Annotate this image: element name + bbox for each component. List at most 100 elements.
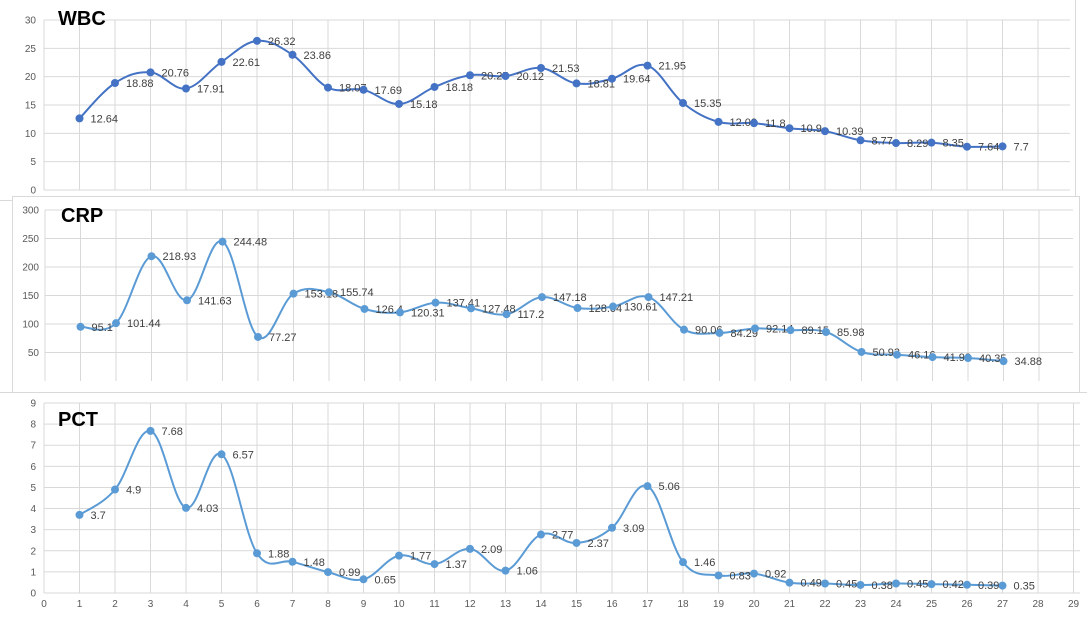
wbc-data-point bbox=[288, 50, 297, 59]
pct-data-label: 0.38 bbox=[872, 580, 893, 592]
crp-data-label: 50.93 bbox=[873, 347, 901, 359]
wbc-y-tick-label: 5 bbox=[30, 157, 36, 168]
pct-data-point bbox=[253, 549, 261, 558]
crp-data-label: 137.41 bbox=[447, 298, 481, 310]
crp-data-label: 41.98 bbox=[944, 352, 972, 364]
pct-data-point bbox=[182, 503, 190, 512]
crp-y-tick-label: 50 bbox=[28, 348, 40, 359]
pct-data-label: 7.68 bbox=[162, 426, 183, 438]
pct-data-label: 1.06 bbox=[517, 566, 538, 578]
wbc-data-point bbox=[998, 142, 1007, 151]
pct-data-label: 4.03 bbox=[197, 503, 218, 515]
wbc-data-label: 19.64 bbox=[623, 74, 651, 86]
pct-x-tick-label: 25 bbox=[926, 599, 938, 610]
pct-data-point bbox=[892, 579, 900, 588]
crp-data-label: 130.61 bbox=[624, 302, 658, 314]
pct-data-point bbox=[821, 579, 829, 588]
pct-x-tick-label: 16 bbox=[606, 599, 618, 610]
wbc-data-point bbox=[111, 79, 119, 88]
pct-data-point bbox=[111, 485, 119, 494]
wbc-data-label: 17.91 bbox=[197, 84, 225, 96]
pct-data-point bbox=[217, 450, 226, 459]
wbc-gridlines bbox=[43, 19, 1070, 191]
wbc-data-label: 26.32 bbox=[268, 36, 296, 48]
wbc-data-point bbox=[821, 127, 829, 136]
pct-data-point bbox=[785, 578, 794, 587]
pct-x-tick-label: 22 bbox=[819, 599, 831, 610]
pct-data-point bbox=[750, 569, 758, 578]
crp-data-point bbox=[289, 289, 298, 298]
pct-data-point bbox=[572, 538, 581, 547]
wbc-y-tick-label: 15 bbox=[25, 101, 37, 112]
pct-x-tick-label: 7 bbox=[290, 599, 296, 610]
crp-data-label: 77.27 bbox=[269, 332, 297, 344]
wbc-data-label: 20.12 bbox=[517, 71, 545, 83]
pct-x-tick-label: 13 bbox=[500, 599, 512, 610]
pct-data-label: 0.45 bbox=[907, 579, 928, 591]
pct-x-tick-label: 9 bbox=[361, 599, 367, 610]
pct-data-label: 1.48 bbox=[304, 557, 325, 569]
crp-data-label: 147.21 bbox=[660, 292, 694, 304]
pct-data-point bbox=[146, 426, 155, 435]
pct-data-point bbox=[998, 581, 1007, 590]
pct-x-tick-label: 15 bbox=[571, 599, 583, 610]
pct-y-tick-label: 2 bbox=[30, 546, 36, 557]
wbc-data-label: 10.9 bbox=[801, 123, 822, 135]
pct-data-point bbox=[501, 566, 510, 575]
pct-y-tick-label: 8 bbox=[30, 420, 36, 431]
crp-data-label: 101.44 bbox=[127, 318, 161, 330]
wbc-y-tick-label: 20 bbox=[25, 72, 37, 83]
pct-data-point bbox=[714, 571, 723, 580]
crp-data-point bbox=[680, 325, 688, 334]
pct-x-tick-label: 19 bbox=[713, 599, 725, 610]
crp-data-label: 120.31 bbox=[411, 307, 445, 319]
wbc-data-point bbox=[217, 57, 226, 66]
pct-x-tick-label: 11 bbox=[429, 599, 440, 610]
pct-x-tick-label: 3 bbox=[148, 599, 154, 610]
crp-data-point bbox=[467, 304, 475, 313]
pct-x-tick-label: 8 bbox=[325, 599, 331, 610]
pct-data-point bbox=[466, 544, 474, 553]
crp-data-label: 155.74 bbox=[340, 287, 374, 299]
crp-data-point bbox=[325, 288, 333, 297]
pct-chart-panel: 0 1 2 3 4 5 6 7 8 9 0 1 2 3 4 5 6 7 8 9 10 11 12 13 14 15 16 17 18 19… bbox=[0, 392, 1087, 620]
pct-data-point bbox=[430, 560, 439, 569]
wbc-data-label: 12.02 bbox=[730, 117, 758, 129]
pct-data-label: 1.88 bbox=[268, 548, 289, 560]
wbc-y-tick-label: 30 bbox=[25, 16, 37, 27]
wbc-data-point bbox=[892, 139, 900, 148]
wbc-data-label: 8.29 bbox=[907, 138, 928, 150]
crp-data-label: 141.63 bbox=[198, 295, 232, 307]
wbc-data-point bbox=[679, 99, 687, 108]
crp-data-point bbox=[786, 326, 795, 335]
pct-x-tick-label: 1 bbox=[77, 599, 83, 610]
wbc-data-label: 8.35 bbox=[943, 138, 964, 150]
crp-data-point bbox=[218, 237, 227, 246]
crp-chart-title: CRP bbox=[61, 205, 104, 227]
crp-y-tick-label: 200 bbox=[22, 263, 39, 274]
crp-data-point bbox=[928, 353, 937, 362]
pct-data-point bbox=[927, 580, 936, 589]
wbc-data-label: 8.77 bbox=[872, 135, 893, 147]
pct-x-tick-label: 6 bbox=[254, 599, 260, 610]
wbc-data-label: 7.7 bbox=[1014, 141, 1029, 153]
pct-data-label: 0.39 bbox=[978, 580, 999, 592]
crp-data-point bbox=[964, 354, 972, 363]
wbc-chart-panel: 0 5 10 15 20 25 30 12.64 18.88 20.76 17.91 22.61 26.… bbox=[0, 0, 1076, 201]
pct-x-tick-label: 4 bbox=[183, 599, 189, 610]
wbc-data-label: 12.64 bbox=[91, 113, 119, 125]
pct-data-point bbox=[395, 551, 403, 560]
crp-data-point bbox=[999, 357, 1008, 366]
crp-data-label: 85.98 bbox=[837, 327, 865, 339]
crp-data-point bbox=[431, 298, 440, 307]
wbc-y-tick-label: 25 bbox=[25, 44, 37, 55]
pct-data-label: 3.7 bbox=[91, 510, 106, 522]
pct-data-point bbox=[856, 580, 865, 589]
pct-x-tick-label: 24 bbox=[890, 599, 902, 610]
wbc-data-point bbox=[572, 79, 581, 88]
crp-data-label: 128.04 bbox=[589, 303, 623, 315]
wbc-data-point bbox=[643, 61, 652, 70]
pct-data-label: 0.35 bbox=[1014, 581, 1035, 593]
pct-data-point bbox=[679, 558, 687, 567]
wbc-data-label: 23.86 bbox=[304, 50, 332, 62]
